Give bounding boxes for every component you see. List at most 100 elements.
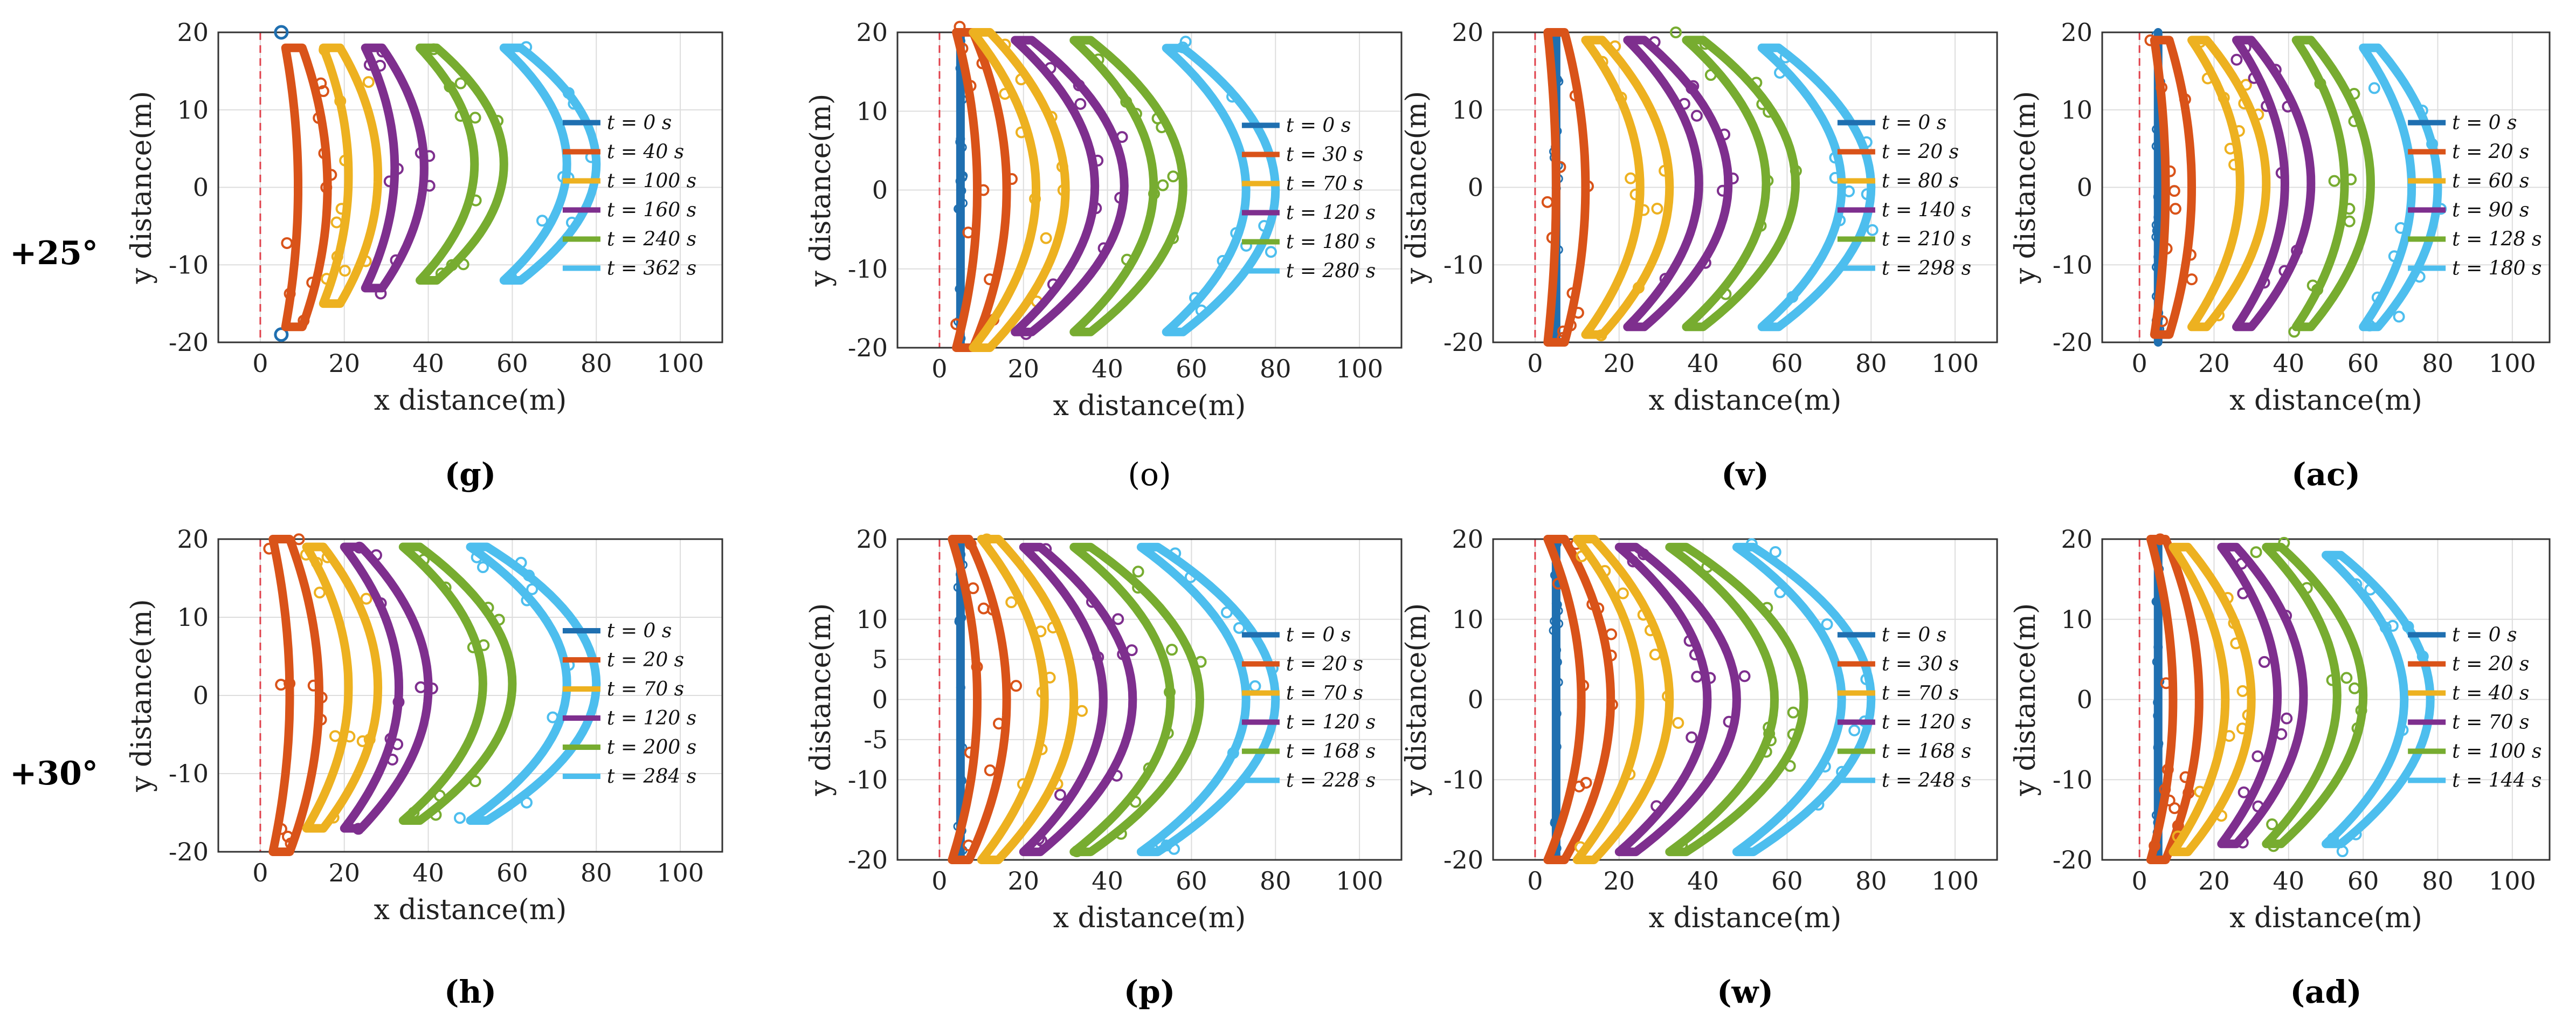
front-point (1745, 538, 1758, 550)
legend-entry: t = 20 s (607, 649, 684, 671)
front-point (426, 683, 438, 695)
front-point (352, 823, 364, 835)
front-point (2194, 36, 2206, 48)
legend-entry: t = 298 s (1882, 258, 1971, 280)
front-point (1010, 680, 1023, 692)
front-point (1549, 626, 1558, 636)
front-outline (340, 542, 433, 833)
chart-panel: 0 20 40 60 80 100 -20 -10 0 10 20 x distance(m) y di… (126, 18, 723, 493)
front-point (1786, 291, 1799, 303)
front-point (2379, 622, 2392, 634)
front-point (2345, 173, 2357, 185)
y-tick-label: 20 (1452, 525, 1483, 554)
x-tick-label: 60 (2347, 866, 2379, 895)
front-point (2153, 698, 2163, 707)
series-front (274, 25, 289, 342)
y-tick-label: -10 (848, 254, 888, 284)
front-point (1040, 543, 1052, 555)
front-point (343, 730, 356, 743)
front-point (493, 614, 505, 626)
front-outline (2232, 36, 2316, 332)
front-point (1155, 838, 1167, 850)
front-point (962, 226, 975, 239)
front-outline (281, 43, 332, 332)
panel-label: (p) (1124, 974, 1175, 1010)
x-tick-label: 60 (1176, 354, 1207, 383)
legend-entry: t = 240 s (607, 229, 696, 251)
y-tick-label: 10 (2061, 95, 2092, 125)
front-outline (319, 43, 383, 308)
front-point (1765, 734, 1777, 747)
front-point (2230, 53, 2243, 66)
legend-entry: t = 70 s (607, 678, 684, 700)
front-point (1227, 747, 1239, 759)
front-outline (1682, 36, 1800, 332)
x-tick-label: 20 (1007, 354, 1039, 383)
legend-entry: t = 362 s (607, 258, 696, 280)
front-point (1572, 307, 1584, 319)
front-point (1689, 649, 1701, 661)
front-point (274, 327, 289, 342)
front-point (526, 583, 538, 595)
front-point (1637, 609, 1649, 621)
front-point (1036, 686, 1048, 698)
front-point (1719, 288, 1732, 300)
front-point (2149, 840, 2161, 852)
x-tick-label: 40 (1687, 866, 1719, 895)
front-point (2278, 265, 2291, 277)
front-point (992, 718, 1005, 730)
front-point (1750, 77, 1763, 89)
series-front (1665, 542, 1808, 857)
front-point (1233, 622, 1245, 634)
panel-label: (ad) (2290, 974, 2361, 1010)
front-point (339, 265, 351, 277)
front-point (1546, 231, 1558, 244)
front-point (2364, 319, 2376, 332)
front-point (1632, 281, 1645, 294)
legend: t = 0 s t = 20 s t = 70 s t = 120 s t = 200 … (562, 620, 696, 788)
front-point (1090, 202, 1102, 215)
legend-entry: t = 0 s (1882, 624, 1946, 646)
legend: t = 0 s t = 20 s t = 70 s t = 120 s t = 168 … (1241, 624, 1376, 792)
front-point (1678, 98, 1690, 110)
y-tick-label: -10 (2053, 765, 2092, 794)
y-tick-label: 0 (872, 685, 888, 714)
legend-entry: t = 70 s (2452, 712, 2529, 734)
legend-entry: t = 248 s (1882, 770, 1971, 792)
series-front (281, 43, 337, 332)
front-point (950, 318, 963, 330)
front-point (1044, 671, 1056, 684)
legend-entry: t = 180 s (1286, 231, 1376, 253)
front-outline (977, 535, 1079, 864)
legend-entry: t = 168 s (1882, 741, 1971, 763)
panel-label: (h) (444, 974, 496, 1010)
x-tick-label: 40 (1092, 354, 1123, 383)
front-point (1577, 679, 1590, 692)
front-point (2201, 72, 2214, 85)
x-tick-label: 60 (2347, 349, 2379, 378)
front-outline (2150, 36, 2196, 339)
front-point (1672, 716, 1684, 729)
front-point (386, 754, 398, 766)
front-point (2161, 763, 2174, 776)
front-point (2236, 836, 2249, 849)
front-point (2160, 677, 2172, 690)
series-front (969, 28, 1070, 352)
front-point (1836, 766, 1848, 778)
chart-panel: 0 20 40 60 80 100 -20 -10 0 10 20 x distance(m) y di… (2009, 525, 2551, 1010)
series-front (300, 542, 383, 833)
front-point (1092, 154, 1104, 167)
series-front (499, 41, 601, 285)
front-point (318, 147, 330, 160)
front-point (2258, 656, 2270, 668)
front-point (1644, 624, 1656, 637)
front-point (444, 80, 456, 93)
front-point (1184, 571, 1197, 583)
x-tick-label: 20 (1603, 349, 1635, 378)
front-point (1121, 253, 1133, 266)
x-tick-label: 20 (2198, 349, 2230, 378)
y-tick-label: -20 (1444, 328, 1483, 357)
series-front (1614, 542, 1751, 857)
front-point (1761, 602, 1773, 614)
y-tick-label: -10 (848, 765, 888, 794)
